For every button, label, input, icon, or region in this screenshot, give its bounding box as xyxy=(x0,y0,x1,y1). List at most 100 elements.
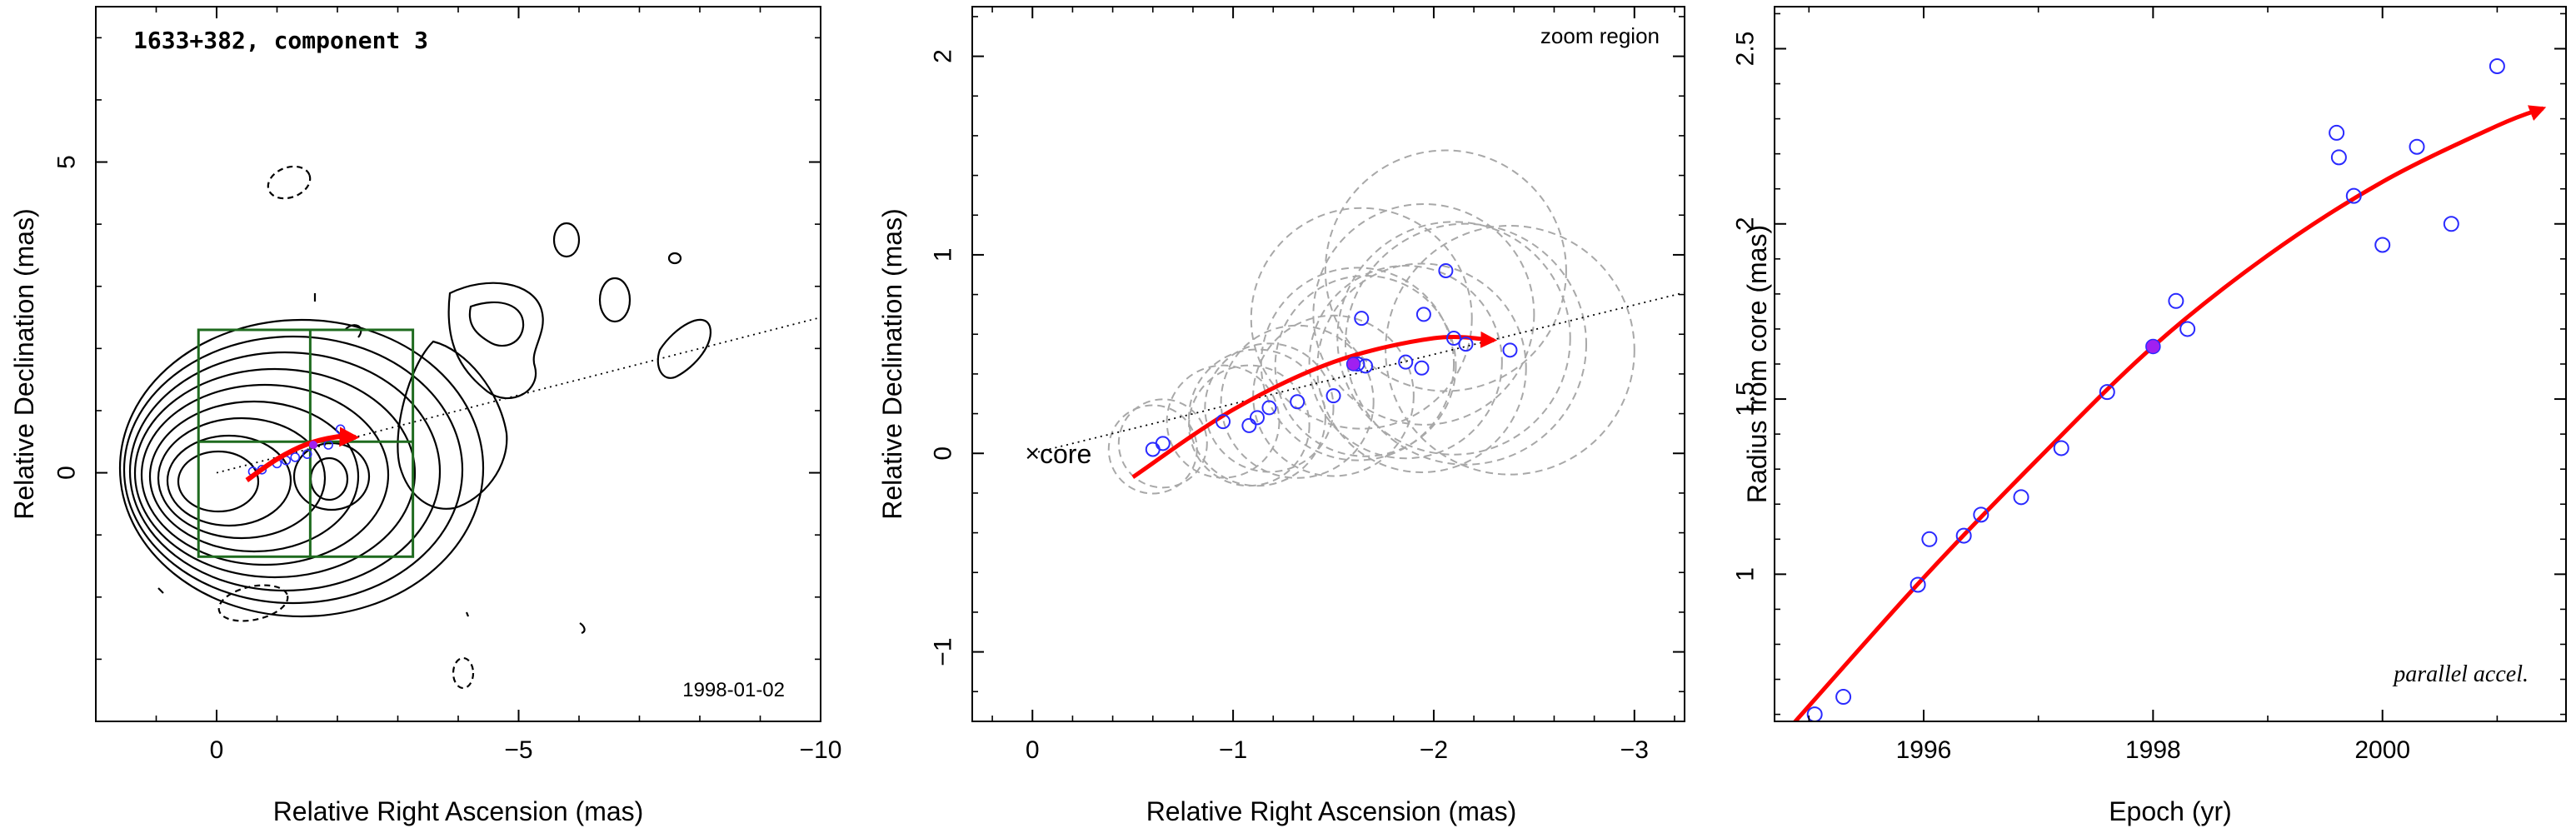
contour-map xyxy=(118,165,712,690)
radius-y-tick-label: 2.5 xyxy=(1732,32,1760,67)
zoom-y-axis-label: Relative Declination (mas) xyxy=(877,208,907,519)
radius-y-tick-label: 1.5 xyxy=(1732,382,1760,416)
data-point xyxy=(1415,307,1431,322)
fit-circle xyxy=(1324,149,1567,392)
data-point xyxy=(2179,321,2196,337)
data-point xyxy=(1414,360,1430,376)
acceleration-fit-curve xyxy=(1792,105,2547,721)
fit-circle xyxy=(1220,324,1375,479)
data-point xyxy=(1921,531,1938,547)
radius-x-tick-label: 1996 xyxy=(1896,736,1952,764)
jet-contour xyxy=(345,324,362,338)
data-point xyxy=(1398,354,1414,370)
data-point xyxy=(2409,138,2425,155)
map-y-axis-label: Relative Declination (mas) xyxy=(9,208,39,519)
zoom-x-tick-label: −1 xyxy=(1219,736,1247,764)
component-position-point xyxy=(302,449,312,459)
map-x-tick-label: −5 xyxy=(504,736,532,764)
data-point xyxy=(2330,149,2347,166)
radius-axes: 1996 1998 2000 1 1.5 2 2.5 xyxy=(1732,7,2566,764)
data-point xyxy=(2443,216,2459,232)
zoom-x-tick-label: 0 xyxy=(1026,736,1040,764)
map-axes: 0 −5 −10 0 5 xyxy=(53,7,842,764)
data-point xyxy=(1250,410,1265,426)
fit-circle xyxy=(1166,364,1281,479)
data-point xyxy=(1446,331,1462,347)
jet-contour xyxy=(447,282,544,400)
radius-y-tick-label: 2 xyxy=(1732,217,1760,231)
zoom-region-label: zoom region xyxy=(1540,23,1660,48)
map-y-tick-label: 0 xyxy=(53,466,81,480)
contour-level xyxy=(133,367,417,579)
component-position-point xyxy=(335,424,346,435)
map-panel: 0 −5 −10 0 5 1633+382, component 3 1998-01-0… xyxy=(9,6,842,826)
contour-level xyxy=(309,456,349,501)
jet-axis-line xyxy=(1032,292,1685,455)
data-point xyxy=(1216,414,1231,430)
parallel-accel-label: parallel accel. xyxy=(2392,661,2529,687)
radius-x-tick-label: 1998 xyxy=(2125,736,2181,764)
zoom-x-axis-label: Relative Right Ascension (mas) xyxy=(1146,796,1517,826)
contour-level xyxy=(148,400,360,553)
fit-circle xyxy=(1274,275,1457,457)
zoom-y-tick-label: 0 xyxy=(930,446,957,461)
zoom-y-tick-label: 2 xyxy=(930,49,957,63)
data-point xyxy=(2345,187,2362,204)
radius-y-tick-label: 1 xyxy=(1732,567,1760,581)
fit-circle xyxy=(1344,222,1587,466)
jet-contour xyxy=(656,318,712,379)
radius-x-tick-label: 2000 xyxy=(2354,736,2410,764)
radius-y-axis-label: Radius from core (mas) xyxy=(1742,225,1772,503)
data-point xyxy=(1910,576,1926,593)
jet-contour xyxy=(465,611,470,617)
jet-contour xyxy=(157,587,164,594)
jet-contour xyxy=(667,252,682,265)
jet-contour xyxy=(552,222,581,258)
reference-epoch-point xyxy=(1345,357,1361,372)
fit-circle xyxy=(1260,267,1455,461)
data-point xyxy=(1290,394,1305,410)
zoom-y-tick-label: 1 xyxy=(930,248,957,262)
data-point xyxy=(1973,506,1989,523)
data-point xyxy=(2489,58,2505,74)
radius-plot-area xyxy=(1792,58,2547,721)
contour-level xyxy=(177,450,260,513)
data-point xyxy=(1241,417,1257,433)
fit-circle xyxy=(1336,221,1571,456)
zoom-x-tick-label: −3 xyxy=(1620,736,1649,764)
core-label: core xyxy=(1040,439,1091,469)
data-point xyxy=(2099,384,2115,401)
zoom-frame xyxy=(971,6,1685,722)
contour-level xyxy=(118,318,485,618)
map-frame xyxy=(95,6,821,722)
contour-level xyxy=(157,416,327,540)
zoom-plot-area xyxy=(1026,149,1685,495)
data-point xyxy=(1145,441,1161,457)
fit-circle xyxy=(1204,342,1335,473)
map-x-tick-label: −10 xyxy=(800,736,842,764)
map-date: 1998-01-02 xyxy=(682,679,785,701)
data-point xyxy=(1458,337,1474,352)
map-overlay xyxy=(197,317,821,558)
map-title: 1633+382, component 3 xyxy=(133,27,428,54)
fit-circle xyxy=(1385,224,1635,476)
core-marker xyxy=(1026,447,1038,459)
jet-axis-line xyxy=(216,317,821,474)
data-point xyxy=(1835,689,1852,706)
trajectory-arrow xyxy=(245,426,360,482)
fit-circle xyxy=(1107,404,1198,495)
data-point xyxy=(1261,400,1277,416)
contour-level xyxy=(122,335,464,605)
zoom-y-tick-label: −1 xyxy=(930,637,957,666)
fit-circle xyxy=(1252,314,1415,477)
fit-circle xyxy=(1312,202,1535,426)
reference-epoch-point xyxy=(2145,338,2161,355)
radius-x-axis-label: Epoch (yr) xyxy=(2109,796,2232,826)
contour-level xyxy=(128,351,442,592)
data-point xyxy=(2168,292,2184,309)
radius-panel: 1996 1998 2000 1 1.5 2 2.5 parallel accel. Epo… xyxy=(1732,6,2567,826)
data-point xyxy=(2374,237,2391,253)
fit-circle xyxy=(1250,207,1473,430)
jet-contour xyxy=(468,301,525,347)
